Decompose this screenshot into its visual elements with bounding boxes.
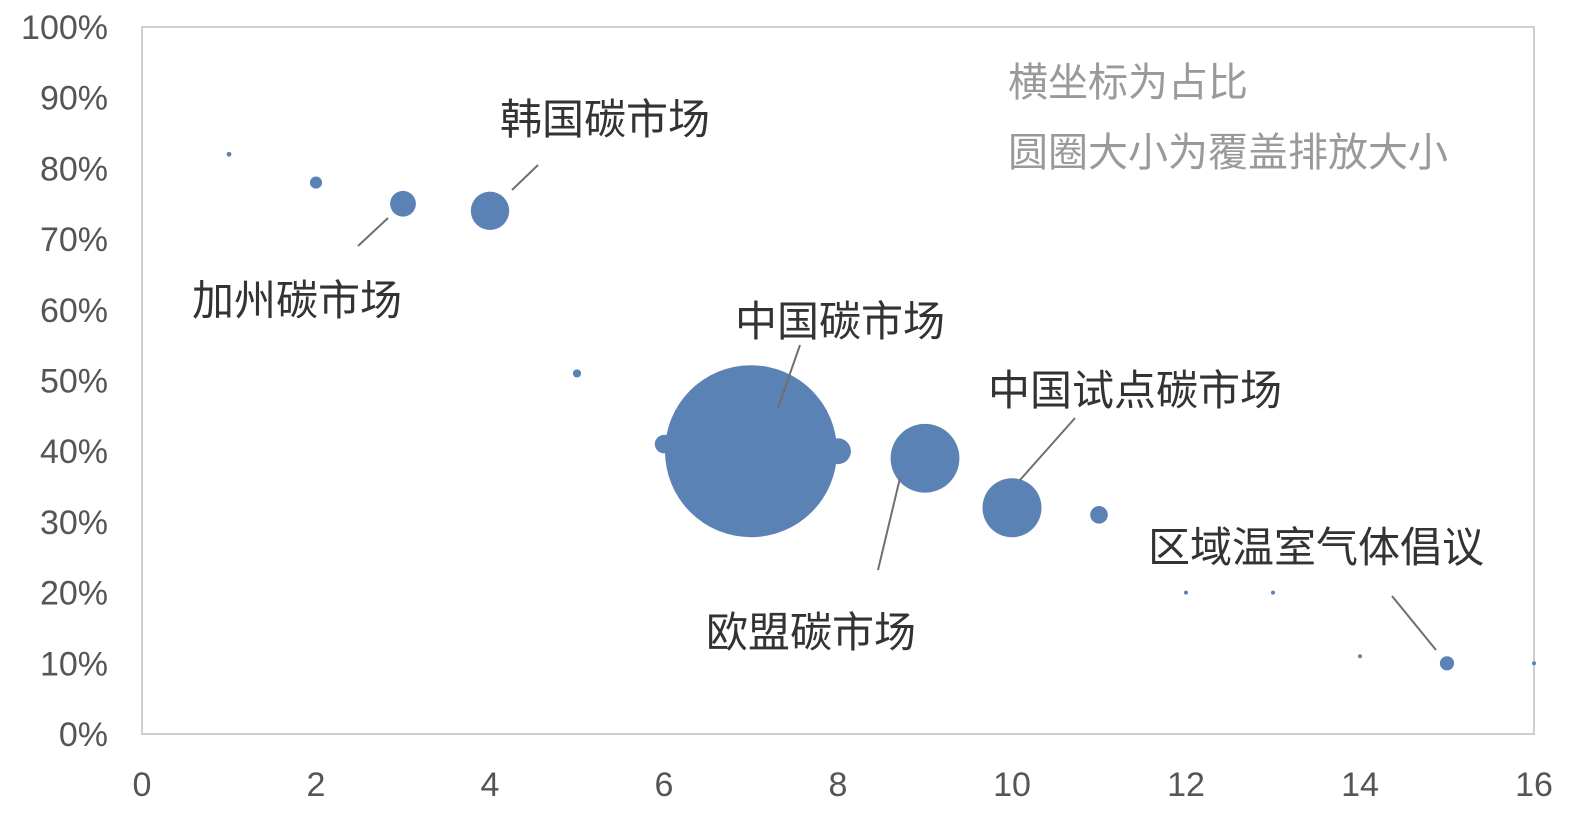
bubble-point (226, 151, 232, 157)
bubble-point (572, 369, 582, 378)
bubble-point (982, 478, 1042, 538)
x-axis-ticks: 0 2 4 6 8 10 12 14 16 (133, 766, 1553, 804)
bubble-series (226, 151, 1536, 671)
chart-notes: 横坐标为占比 圆圈大小为覆盖排放大小 (1008, 60, 1448, 176)
note-bubble-size-meaning: 圆圈大小为覆盖排放大小 (1008, 130, 1448, 176)
x-tick-label: 4 (481, 766, 500, 804)
bubble-point (1184, 590, 1188, 595)
y-tick-label: 50% (40, 363, 108, 401)
leader-line-rggi (1391, 595, 1437, 651)
bubble-point (665, 365, 837, 538)
x-tick-label: 10 (993, 766, 1031, 804)
y-tick-label: 40% (40, 433, 108, 471)
label-eu-carbon-market: 欧盟碳市场 (706, 608, 916, 657)
x-tick-label: 0 (133, 766, 152, 804)
y-tick-label: 20% (40, 575, 108, 613)
y-tick-label: 70% (40, 221, 108, 259)
leader-line-china (777, 344, 801, 409)
label-china-pilot-carbon-market: 中国试点碳市场 (988, 366, 1282, 415)
x-tick-label: 2 (307, 766, 326, 804)
x-tick-label: 8 (829, 766, 848, 804)
y-tick-label: 80% (40, 150, 108, 188)
x-tick-label: 16 (1515, 766, 1553, 804)
y-tick-label: 60% (40, 292, 108, 330)
annotation-leaders (357, 164, 1437, 651)
y-tick-label: 100% (21, 9, 108, 47)
bubble-point (390, 190, 416, 217)
bubble-point (309, 176, 323, 189)
leader-line-china-pilot (1019, 417, 1076, 481)
y-tick-label: 10% (40, 645, 108, 683)
x-tick-label: 14 (1341, 766, 1379, 804)
leader-line-korea (511, 164, 539, 191)
y-tick-label: 90% (40, 80, 108, 118)
note-x-axis-meaning: 横坐标为占比 (1008, 60, 1248, 106)
label-korea-carbon-market: 韩国碳市场 (500, 95, 710, 144)
bubble-point (470, 191, 510, 231)
label-china-carbon-market: 中国碳市场 (735, 297, 945, 346)
x-tick-label: 12 (1167, 766, 1205, 804)
leader-line-eu (877, 477, 901, 571)
bubble-point (1271, 590, 1275, 595)
y-tick-label: 0% (59, 716, 108, 754)
bubble-point (1090, 506, 1108, 524)
plot-border (141, 26, 1535, 735)
label-california-carbon-market: 加州碳市场 (192, 276, 402, 325)
annotation-labels: 韩国碳市场 加州碳市场 中国碳市场 中国试点碳市场 欧盟碳市场 区域温室气体倡议 (192, 95, 1484, 657)
bubble-point (890, 423, 960, 493)
bubble-point (1358, 654, 1362, 659)
label-rggi: 区域温室气体倡议 (1148, 523, 1484, 572)
bubble-point (825, 438, 851, 465)
bubble-point (1532, 661, 1536, 666)
bubble-point (1439, 656, 1455, 671)
leader-line-california (357, 217, 389, 247)
x-tick-label: 6 (655, 766, 674, 804)
y-tick-label: 30% (40, 504, 108, 542)
y-axis-ticks: 0% 10% 20% 30% 40% 50% 60% 70% 80% 90% 100% (21, 9, 108, 754)
